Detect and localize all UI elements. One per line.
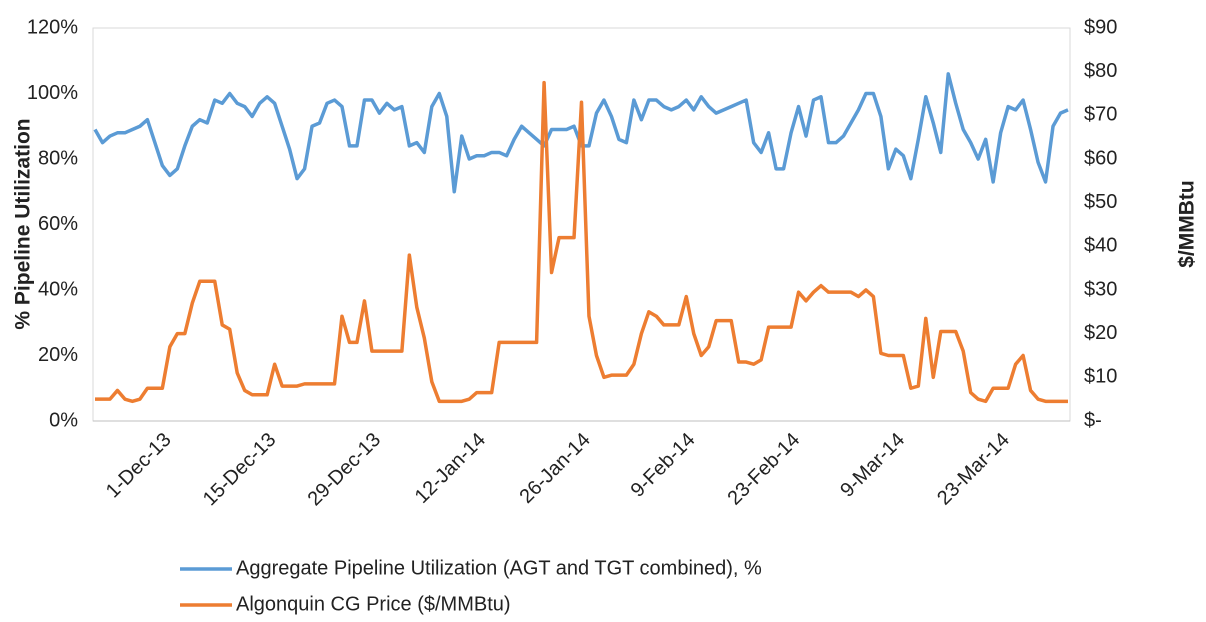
x-tick-label: 15-Dec-13 [199, 429, 281, 511]
y-tick-label: 20% [38, 344, 78, 366]
y2-tick-label: $90 [1084, 16, 1117, 38]
y-tick-label: 40% [38, 278, 78, 300]
x-tick-label: 9-Mar-14 [836, 429, 909, 502]
x-tick-label: 23-Mar-14 [933, 429, 1014, 510]
y-tick-label: 0% [49, 409, 78, 431]
y2-tick-label: $10 [1084, 366, 1117, 388]
y2-tick-label: $30 [1084, 278, 1117, 300]
y-tick-label: 100% [27, 82, 78, 104]
plot-frame [92, 27, 1071, 422]
y-tick-label: 60% [38, 213, 78, 235]
x-tick-label: 23-Feb-14 [724, 429, 805, 510]
x-tick-label: 1-Dec-13 [102, 429, 176, 503]
y2-tick-label: $80 [1084, 60, 1117, 82]
y2-tick-label: $60 [1084, 147, 1117, 169]
x-tick-label: 29-Dec-13 [304, 429, 386, 511]
y-axis-title: % Pipeline Utilization [12, 118, 35, 329]
y2-tick-label: $70 [1084, 104, 1117, 126]
y2-axis-title: $/MMBtu [1176, 180, 1199, 268]
legend-label: Aggregate Pipeline Utilization (AGT and … [236, 557, 762, 579]
y2-tick-label: $40 [1084, 235, 1117, 257]
legend-label: Algonquin CG Price ($/MMBtu) [236, 593, 511, 615]
y2-tick-label: $50 [1084, 191, 1117, 213]
y-tick-label: 120% [27, 16, 78, 38]
y2-tick-label: $20 [1084, 322, 1117, 344]
series-line [95, 80, 1068, 404]
x-tick-label: 9-Feb-14 [627, 429, 700, 502]
x-tick-label: 26-Jan-14 [516, 429, 595, 508]
y-tick-label: 80% [38, 147, 78, 169]
y2-tick-label: $- [1084, 409, 1102, 431]
x-tick-label: 12-Jan-14 [411, 429, 490, 508]
